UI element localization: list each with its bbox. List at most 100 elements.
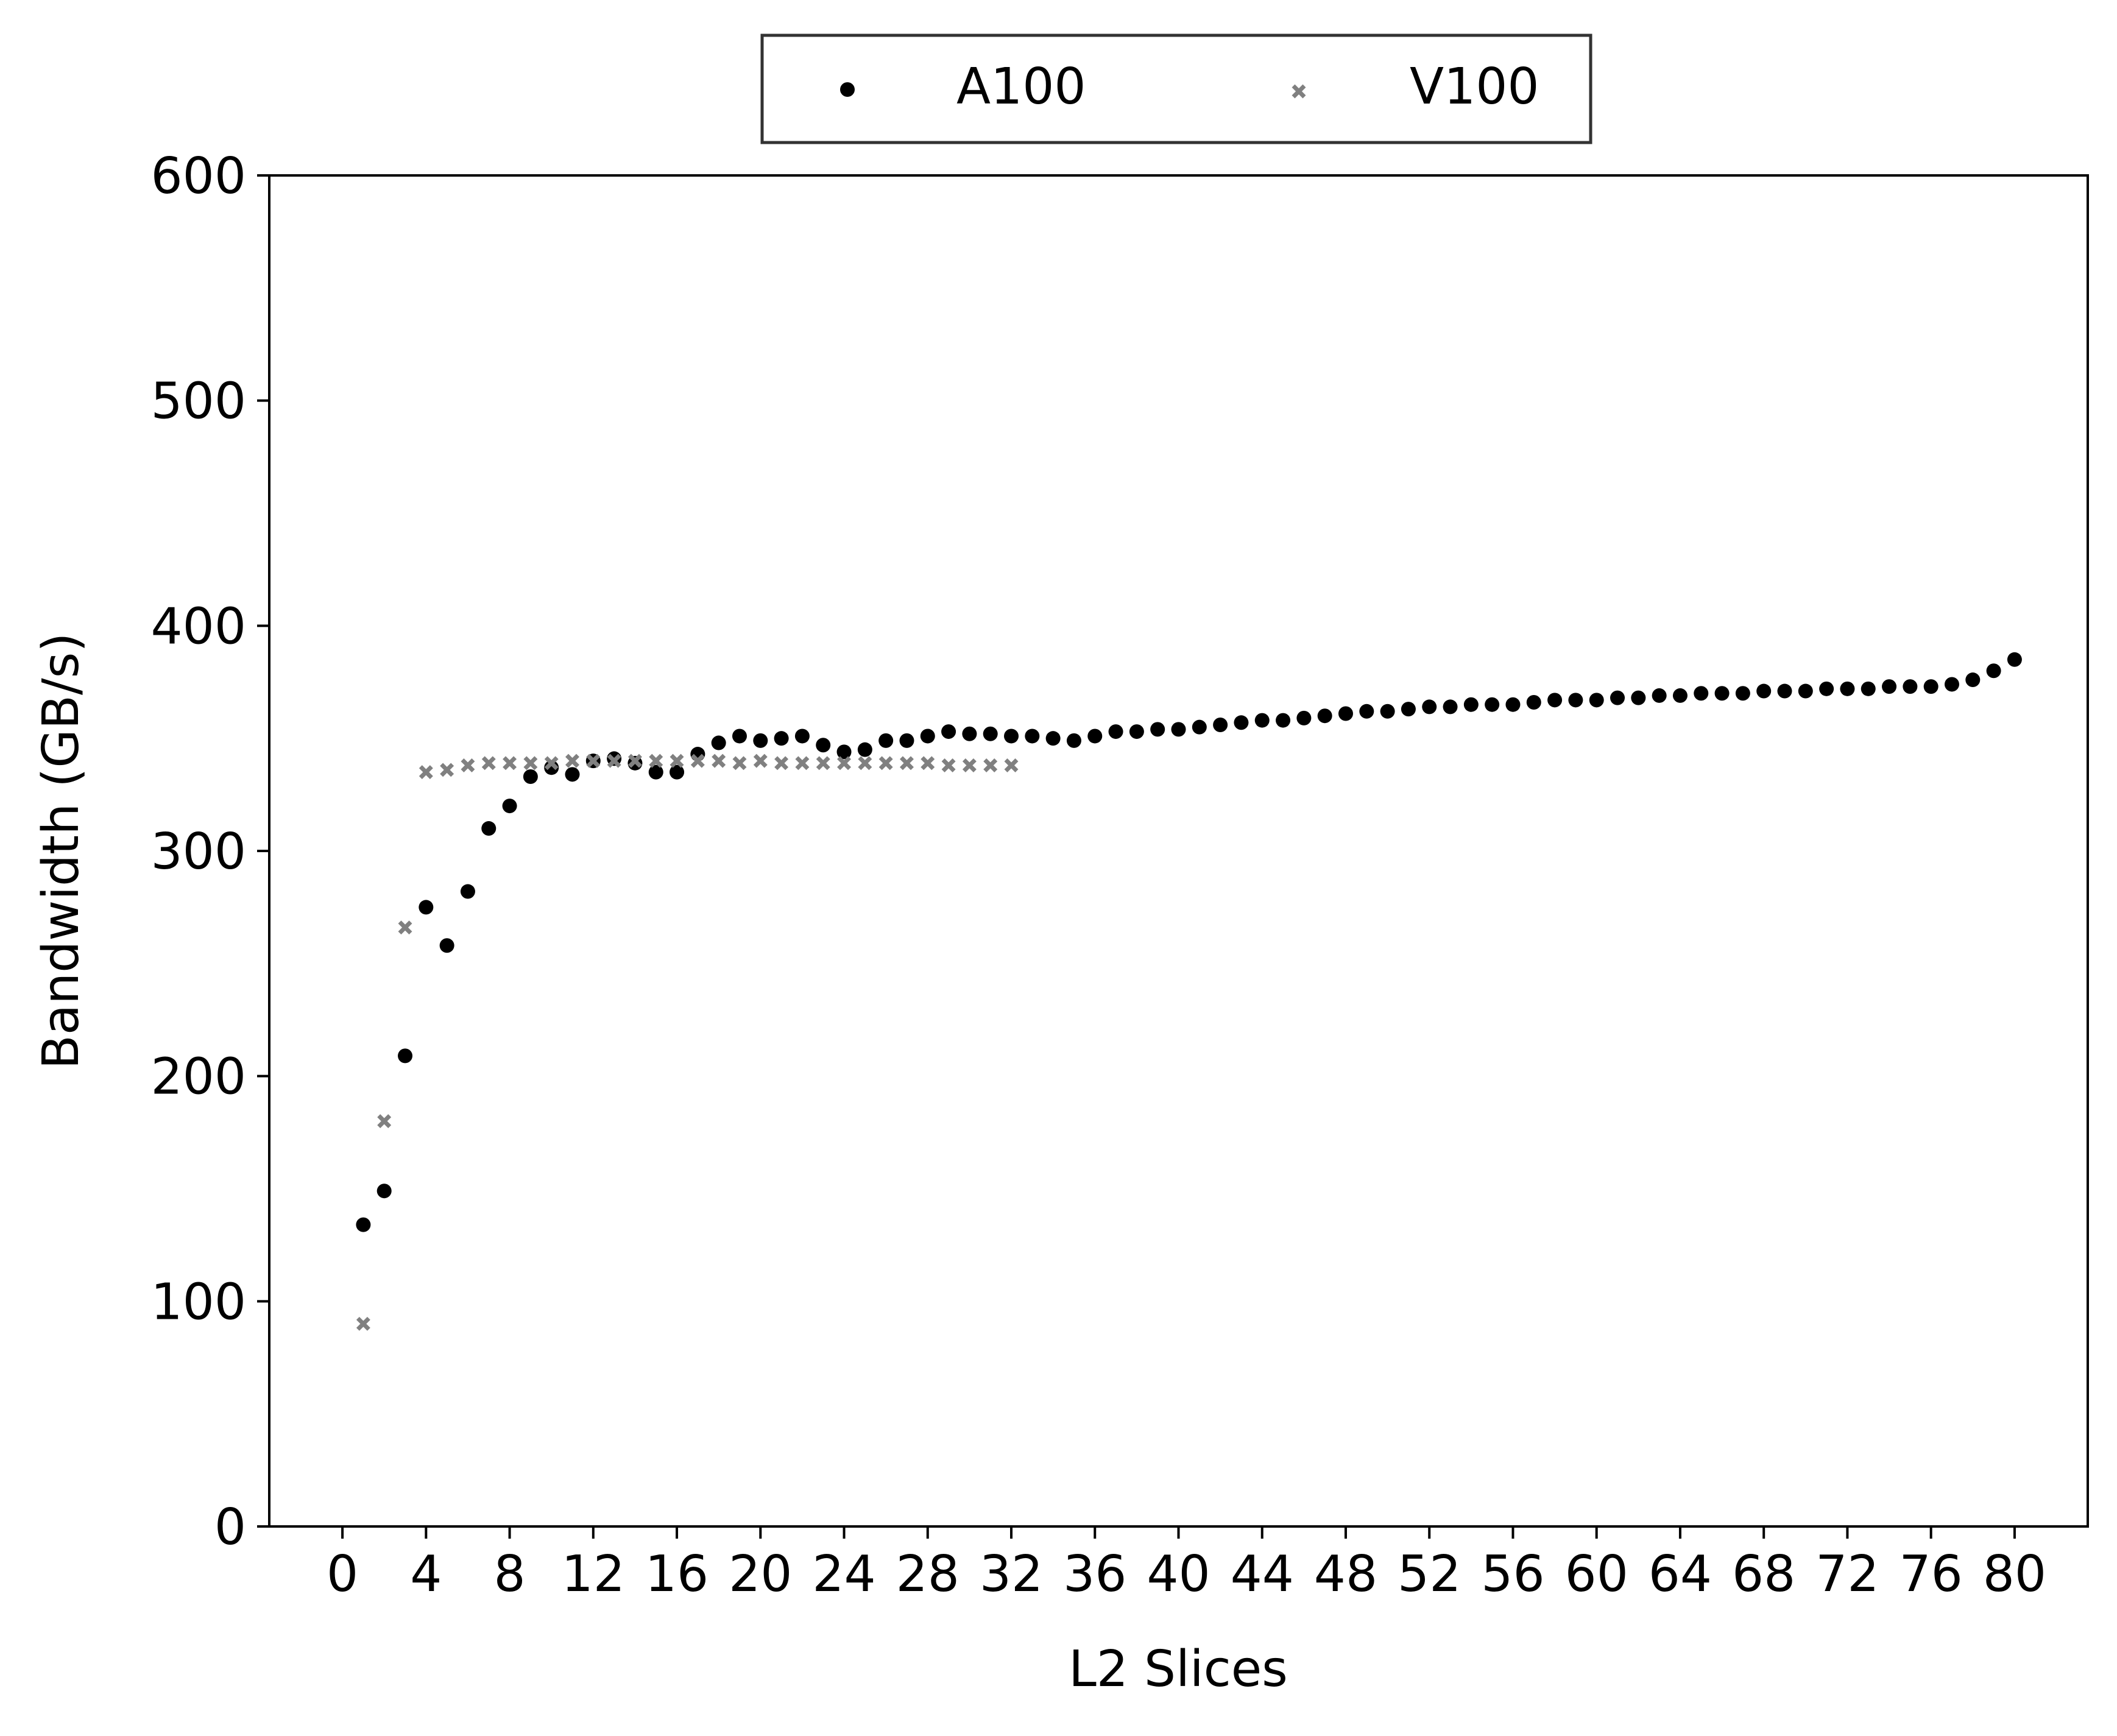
a100-point	[1359, 704, 1374, 719]
a100-point	[356, 1217, 371, 1232]
a100-point	[941, 724, 956, 739]
y-tick-label: 400	[150, 598, 246, 655]
a100-point	[1066, 733, 1081, 748]
series-a100	[356, 652, 2022, 1232]
a100-point	[1861, 681, 1876, 696]
x-tick-label: 0	[327, 1545, 358, 1603]
a100-point	[460, 884, 475, 899]
x-tick-label: 56	[1481, 1545, 1544, 1603]
v100-point	[565, 753, 579, 768]
a100-point	[1422, 699, 1437, 715]
axes	[268, 174, 2089, 1528]
x-tick-label: 60	[1565, 1545, 1628, 1603]
v100-point	[419, 765, 433, 780]
a100-point	[2007, 652, 2022, 667]
x-tick-label: 36	[1063, 1545, 1126, 1603]
a100-point	[1004, 729, 1019, 744]
v100-point	[503, 756, 517, 771]
a100-point	[523, 769, 538, 785]
a100-point	[1276, 713, 1291, 728]
a100-point	[899, 733, 914, 748]
series-v100	[356, 753, 1019, 1331]
legend-a100-label: A100	[956, 58, 1086, 116]
a100-point	[962, 726, 977, 741]
v100-point	[586, 753, 601, 768]
a100-point	[983, 726, 998, 741]
v100-point	[377, 1114, 392, 1129]
v100-point	[690, 753, 705, 768]
y-tick-label: 100	[150, 1273, 246, 1331]
a100-point	[565, 767, 580, 782]
a100-point	[816, 738, 831, 753]
x-tick-label: 40	[1147, 1545, 1210, 1603]
a100-point	[1526, 695, 1541, 710]
a100-point	[1045, 731, 1061, 746]
a100-point	[502, 799, 517, 814]
x-tick-label: 16	[645, 1545, 709, 1603]
a100-point	[439, 938, 454, 953]
a100-point	[1338, 706, 1353, 721]
a100-point	[1610, 690, 1625, 705]
v100-point	[878, 756, 893, 771]
x-tick-label: 24	[812, 1545, 875, 1603]
a100-point	[1296, 710, 1312, 725]
x-tick-label: 48	[1314, 1545, 1377, 1603]
a100-point	[1234, 715, 1249, 730]
a100-point	[1547, 693, 1563, 708]
v100-point	[732, 756, 747, 771]
a100-point	[1087, 729, 1103, 744]
a100-point	[1589, 693, 1604, 708]
v100-point	[941, 758, 956, 773]
legend-v100-label: V100	[1410, 58, 1539, 116]
v100-point	[962, 758, 977, 773]
a100-point	[774, 731, 789, 746]
v100-point	[712, 753, 726, 768]
a100-point	[1819, 681, 1834, 696]
v100-point	[753, 753, 768, 768]
a100-point	[857, 742, 872, 757]
data-points-layer	[356, 652, 2022, 1331]
a100-point	[1568, 693, 1583, 708]
a100-point	[1108, 724, 1123, 739]
a100-point	[1735, 686, 1750, 701]
v100-point	[544, 756, 559, 771]
v100-point	[649, 753, 663, 768]
a100-point	[1840, 681, 1855, 696]
x-tick-label: 52	[1398, 1545, 1461, 1603]
x-tick-label: 44	[1231, 1545, 1294, 1603]
legend-box	[760, 34, 1592, 144]
a100-point	[1965, 672, 1981, 688]
a100-point	[670, 764, 685, 780]
a100-point	[1923, 679, 1939, 694]
y-tick-label: 600	[150, 147, 246, 205]
a100-point	[1631, 690, 1646, 705]
a100-point	[1401, 702, 1416, 717]
x-tick-label: 32	[980, 1545, 1043, 1603]
a100-point	[1777, 683, 1792, 699]
v100-point	[670, 753, 684, 768]
a100-point	[711, 735, 726, 750]
x-tick-label: 76	[1900, 1545, 1963, 1603]
a100-point	[1903, 679, 1918, 694]
v100-point	[481, 756, 496, 771]
v100-point	[398, 920, 412, 935]
x-tick-label: 80	[1983, 1545, 2046, 1603]
a100-point	[1986, 663, 2001, 679]
a100-point	[732, 729, 747, 744]
v100-point	[795, 756, 810, 771]
y-tick-label: 500	[150, 373, 246, 431]
v100-point	[607, 753, 621, 768]
x-axis-ticks: 0 4 8 12 16 20 24 28 32 36 40 44 48 52 56 60 64 68 72 76 80	[327, 1526, 2046, 1603]
x-tick-label: 8	[493, 1545, 525, 1603]
x-tick-label: 4	[410, 1545, 442, 1603]
y-axis-ticks: 0 100 200 300 400 500 600	[150, 147, 269, 1556]
legend-v100-marker	[1292, 84, 1306, 99]
x-tick-label: 72	[1815, 1545, 1879, 1603]
legend: A100 V100	[760, 34, 1592, 144]
v100-point	[921, 756, 935, 771]
a100-point	[419, 900, 434, 915]
x-axis-label: L2 Slices	[1069, 1640, 1288, 1698]
a100-point	[1317, 708, 1332, 724]
y-tick-label: 200	[150, 1048, 246, 1106]
